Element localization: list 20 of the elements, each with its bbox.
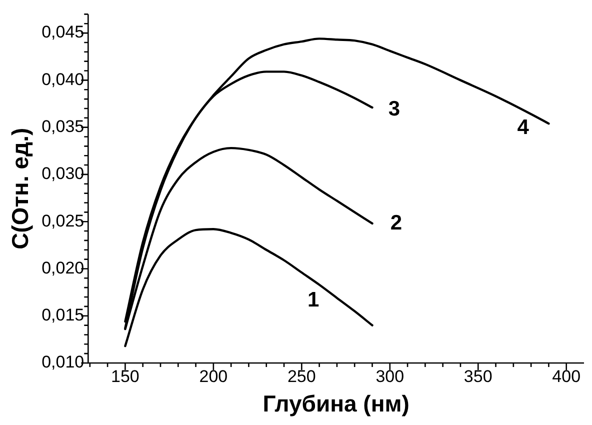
x-tick-label: 300	[376, 366, 404, 386]
x-tick-label: 250	[287, 366, 316, 386]
y-tick-label: 0,030	[42, 164, 84, 184]
series-label: 2	[390, 211, 402, 234]
x-tick-label: 350	[464, 366, 492, 386]
series-label: 1	[307, 288, 320, 312]
series-label: 3	[388, 97, 400, 120]
y-axis-title: C(Отн. ед.)	[7, 128, 34, 250]
x-tick-label: 150	[111, 366, 140, 386]
series-label: 4	[517, 116, 530, 139]
y-tick-label: 0,035	[42, 117, 84, 136]
x-axis-title: Глубина (нм)	[262, 390, 410, 417]
y-tick-label: 0,010	[42, 352, 84, 372]
y-tick-label: 0,025	[42, 211, 84, 230]
x-tick-label: 200	[199, 366, 228, 386]
y-tick-label: 0,015	[42, 306, 84, 325]
x-tick-label: 400	[552, 366, 581, 386]
y-tick-label: 0,045	[42, 22, 84, 42]
y-tick-label: 0,020	[42, 258, 84, 278]
y-tick-label: 0,040	[42, 70, 84, 89]
